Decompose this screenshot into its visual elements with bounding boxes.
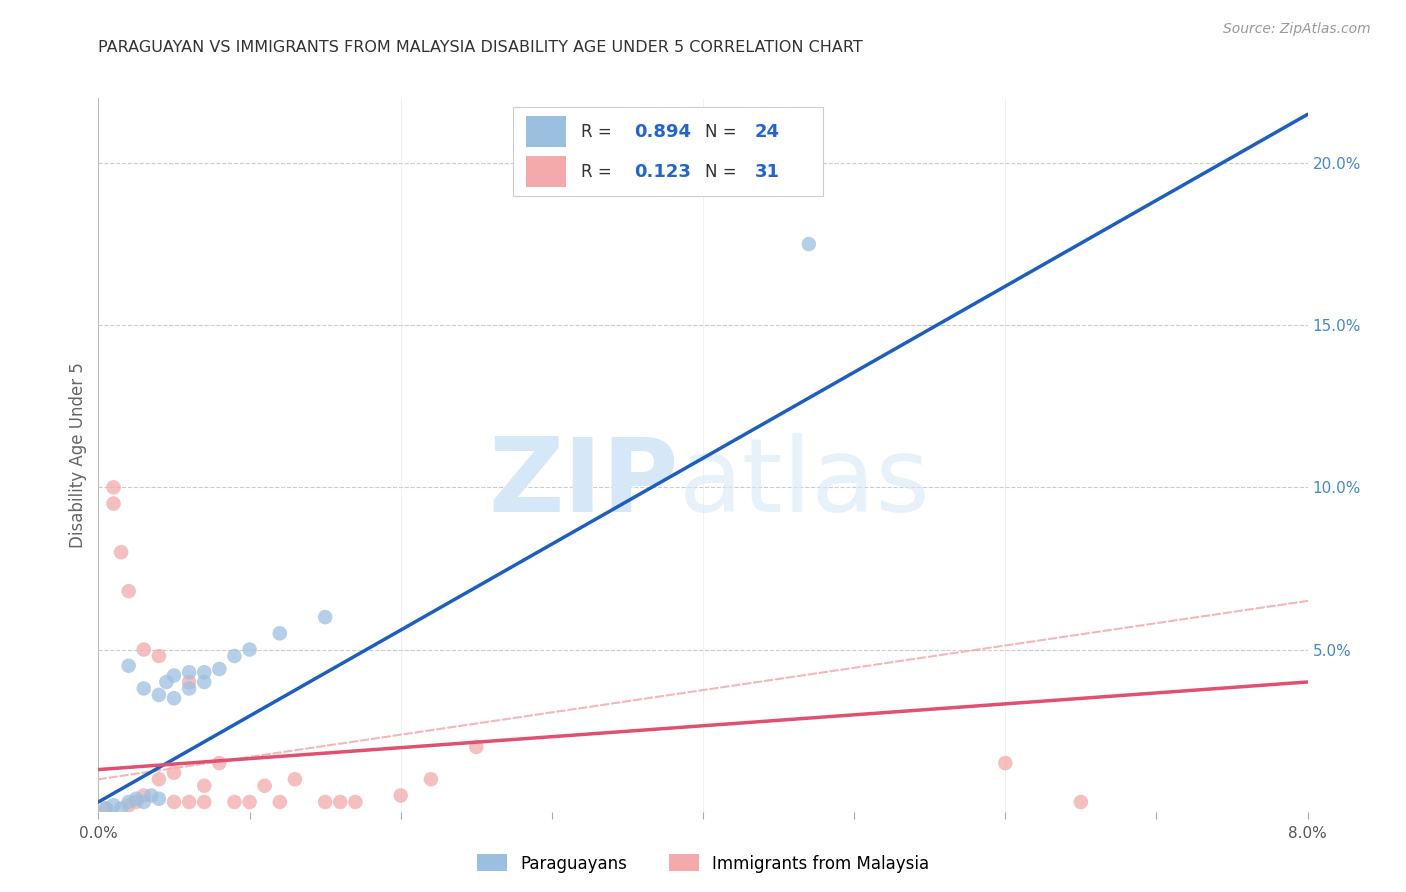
Point [208,662,231,676]
Point [1070,795,1092,809]
Point [193,779,215,793]
Point [110,545,132,559]
Point [269,626,291,640]
Point [284,772,307,787]
Point [141,789,163,803]
Point [239,642,262,657]
Point [132,681,155,696]
Point [118,798,141,813]
Point [179,795,201,809]
Point [148,688,170,702]
Point [797,237,820,252]
Point [148,791,170,805]
Point [465,739,488,754]
Point [193,675,215,690]
Text: 0.894: 0.894 [634,123,690,141]
Text: R =: R = [581,163,612,181]
Point [994,756,1017,770]
Text: N =: N = [704,123,737,141]
Text: atlas: atlas [679,433,931,534]
Bar [526,156,565,187]
Point [103,798,125,813]
Text: 0.123: 0.123 [634,163,690,181]
Point [163,668,186,682]
Point [179,675,201,690]
Bar [526,116,565,147]
Text: ZIP: ZIP [488,433,679,534]
Point [208,756,231,770]
Point [148,772,170,787]
Point [239,795,262,809]
Point [314,610,336,624]
Point [163,795,186,809]
Point [148,648,170,663]
Point [110,801,132,815]
Point [224,648,246,663]
Y-axis label: Disability Age Under 5: Disability Age Under 5 [69,362,87,548]
Point [103,497,125,511]
Text: PARAGUAYAN VS IMMIGRANTS FROM MALAYSIA DISABILITY AGE UNDER 5 CORRELATION CHART: PARAGUAYAN VS IMMIGRANTS FROM MALAYSIA D… [98,40,863,55]
Text: N =: N = [704,163,737,181]
Point [224,795,246,809]
Point [329,795,352,809]
Point [94,801,117,815]
Point [420,772,443,787]
Text: 24: 24 [755,123,779,141]
Point [269,795,291,809]
Point [193,665,215,680]
Point [118,795,141,809]
Point [193,795,215,809]
Point [118,584,141,599]
Point [125,795,148,809]
Point [94,801,117,815]
Point [132,795,155,809]
Legend: Paraguayans, Immigrants from Malaysia: Paraguayans, Immigrants from Malaysia [470,847,936,880]
Point [253,779,276,793]
Point [103,480,125,494]
Point [155,675,177,690]
Point [314,795,336,809]
Point [132,642,155,657]
Point [344,795,367,809]
Point [125,791,148,805]
Point [163,691,186,706]
Point [163,765,186,780]
Point [132,789,155,803]
Text: Source: ZipAtlas.com: Source: ZipAtlas.com [1223,22,1371,37]
Text: 31: 31 [755,163,779,181]
Point [389,789,412,803]
Text: R =: R = [581,123,612,141]
Point [179,681,201,696]
Point [179,665,201,680]
Point [118,658,141,673]
